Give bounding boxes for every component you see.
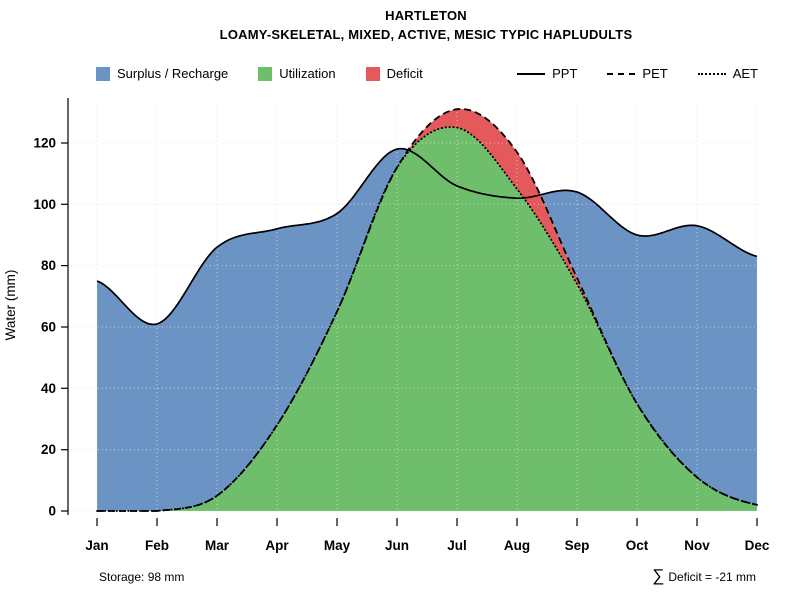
y-axis [61,98,69,515]
legend-label-pet: PET [642,66,668,81]
svg-text:Jul: Jul [447,538,467,553]
utilization-area [97,127,757,511]
svg-text:80: 80 [41,258,56,273]
svg-text:Mar: Mar [205,538,230,553]
svg-text:60: 60 [41,320,56,335]
legend-item-ppt: PPT [517,66,577,81]
svg-text:May: May [324,538,351,553]
svg-text:Sep: Sep [565,538,590,553]
legend-label-utilization: Utilization [279,66,336,81]
legend-label-surplus: Surplus / Recharge [117,66,229,81]
svg-text:Dec: Dec [745,538,770,553]
svg-text:Feb: Feb [145,538,169,553]
svg-text:Oct: Oct [626,538,649,553]
chart-title: HARTLETON [385,8,467,23]
chart-subtitle: LOAMY-SKELETAL, MIXED, ACTIVE, MESIC TYP… [219,27,633,42]
legend-label-ppt: PPT [552,66,578,81]
dotted-line-icon [697,72,726,75]
aet-line [96,126,758,512]
surplus-area [97,148,757,511]
surplus-swatch-icon [96,66,110,81]
svg-text:Nov: Nov [684,538,710,553]
sum-sigma-symbol: ∑ [652,566,665,585]
svg-text:Jan: Jan [85,538,108,553]
legend-label-aet: AET [732,66,758,81]
utilization-swatch-icon [258,66,273,81]
ppt-line [96,147,758,326]
legend: Surplus / Recharge Utilization Deficit P… [96,66,758,81]
gridlines-over [70,100,761,512]
month-labels: Jan Feb Mar Apr May Jun Jul Aug Sep Oct Nov Dec [85,538,770,553]
svg-text:40: 40 [41,381,56,396]
svg-text:120: 120 [33,136,56,151]
legend-item-utilization: Utilization [258,66,336,81]
legend-label-deficit: Deficit [386,66,423,81]
deficit-swatch-icon [365,66,380,81]
dashed-line-icon [607,72,636,75]
deficit-annotation: ∑ Deficit = -21 mm [652,566,756,586]
title-block: HARTLETON LOAMY-SKELETAL, MIXED, ACTIVE,… [0,8,800,42]
svg-text:Jun: Jun [385,538,409,553]
svg-text:Aug: Aug [504,538,530,553]
legend-item-pet: PET [607,66,668,81]
svg-text:20: 20 [41,442,56,457]
svg-text:100: 100 [33,197,56,212]
solid-line-icon [517,72,546,75]
legend-item-surplus: Surplus / Recharge [96,66,228,81]
deficit-total-label: Deficit = -21 mm [668,570,756,584]
legend-item-aet: AET [697,66,758,81]
svg-text:Apr: Apr [265,538,289,553]
storage-annotation: Storage: 98 mm [99,570,185,584]
y-tick-labels: 0 20 40 60 80 100 120 [33,136,56,519]
legend-item-deficit: Deficit [365,66,423,81]
x-axis-ticks [96,518,758,526]
svg-text:0: 0 [48,504,56,519]
y-axis-title: Water (mm) [3,270,18,341]
